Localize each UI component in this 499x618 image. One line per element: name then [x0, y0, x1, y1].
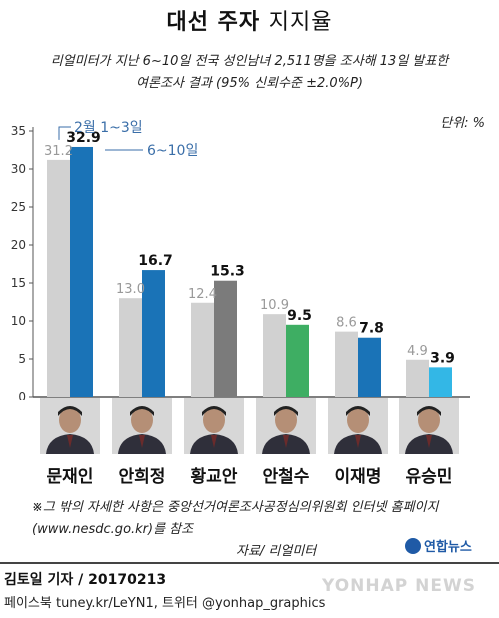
yonhap-logo-icon — [405, 537, 421, 554]
credit-line: 김토일 기자 / 20170213 — [4, 572, 167, 588]
logo-text: 연합뉴스 — [424, 540, 472, 555]
page-title: 대선 주자 지지율 — [0, 4, 499, 36]
data-label-previous: 4.9 — [407, 344, 428, 359]
y-tick-label: 20 — [11, 238, 26, 252]
portrait-icon — [399, 398, 459, 454]
data-label-current: 15.3 — [210, 264, 245, 280]
bar-current-3 — [286, 324, 309, 397]
y-tick-label: 30 — [11, 162, 26, 176]
note-line2: (www.nesdc.go.kr)를 참조 — [32, 522, 194, 537]
bar-previous-3 — [263, 314, 286, 397]
data-label-previous: 13.0 — [116, 282, 145, 297]
candidate-name: 유승민 — [405, 467, 453, 487]
data-label-previous: 12.4 — [188, 287, 217, 302]
y-tick-label: 10 — [11, 314, 26, 328]
candidate-name: 문재인 — [46, 467, 94, 487]
yonhap-logo: 연합뉴스 — [405, 536, 472, 555]
bar-chart: 0 5 10 15 20 25 30 35 31.232.9 13.0 16.7 12.4 15.3 10… — [11, 120, 470, 400]
title-bold: 대선 주자 — [166, 10, 261, 35]
bar-current-5 — [429, 367, 452, 397]
y-tick-label: 5 — [18, 352, 26, 366]
portrait-icon — [328, 398, 388, 454]
data-label-current: 32.9 — [66, 130, 101, 146]
bar-previous-5 — [406, 359, 429, 397]
y-tick-label: 25 — [11, 200, 26, 214]
watermark: YONHAP NEWS — [322, 576, 476, 596]
candidate-name: 안철수 — [262, 467, 310, 487]
legend-label-previous: 2월 1~3일 — [74, 120, 143, 136]
data-label-current: 7.8 — [359, 321, 384, 337]
portrait-icon — [112, 398, 172, 454]
bar-current-0 — [70, 146, 93, 397]
candidate-name: 이재명 — [334, 467, 382, 487]
legend-leader-previous — [58, 126, 71, 140]
portrait-icon — [256, 398, 316, 454]
candidate-name: 안희정 — [118, 467, 166, 487]
data-label-current: 3.9 — [430, 350, 455, 366]
subtitle-line1: 리얼미터가 지난 6~10일 전국 성인남녀 2,511명을 조사해 13일 발… — [50, 54, 449, 69]
bar-previous-2 — [191, 302, 214, 397]
data-label-previous: 8.6 — [336, 316, 357, 331]
subtitle-line2: 여론조사 결과 (95% 신뢰수준 ±2.0%P) — [136, 76, 363, 91]
source-label: 자료/ 리얼미터 — [236, 544, 317, 559]
legend-label-current: 6~10일 — [147, 143, 198, 159]
data-label-current: 9.5 — [287, 308, 312, 324]
data-label-current: 16.7 — [138, 253, 173, 269]
y-tick-label: 35 — [11, 124, 26, 138]
contact-line: 페이스북 tuney.kr/LeYN1, 트위터 @yonhap_graphic… — [4, 596, 326, 611]
bar-current-2 — [214, 280, 237, 397]
portrait-icon — [40, 398, 100, 454]
candidate-name: 황교안 — [190, 467, 238, 487]
unit-label: 단위: % — [440, 116, 485, 131]
bar-previous-4 — [335, 331, 358, 397]
y-tick-label: 0 — [18, 390, 26, 400]
portrait-icon — [184, 398, 244, 454]
data-label-previous: 31.2 — [44, 144, 73, 159]
bar-previous-0 — [47, 159, 70, 397]
footer-divider — [0, 562, 499, 564]
y-tick-label: 15 — [11, 276, 26, 290]
bar-previous-1 — [119, 298, 142, 397]
bar-current-1 — [142, 270, 165, 397]
title-light: 지지율 — [268, 10, 333, 35]
bar-current-4 — [358, 337, 381, 397]
data-label-previous: 10.9 — [260, 298, 289, 313]
note-line1: ※그 밖의 자세한 사항은 중앙선거여론조사공정심의위원회 인터넷 홈페이지 — [32, 500, 439, 515]
